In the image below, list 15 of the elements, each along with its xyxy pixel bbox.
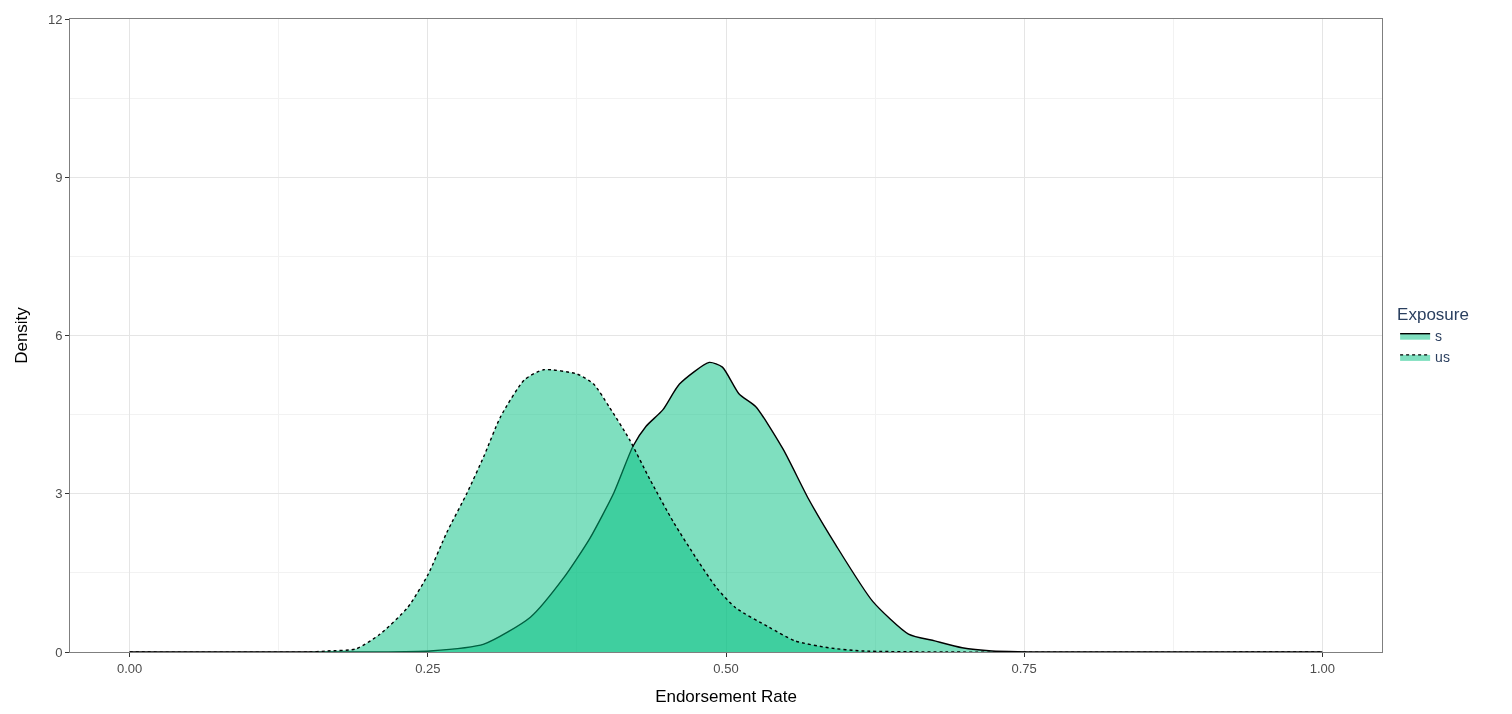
legend-label: us bbox=[1435, 349, 1450, 366]
y-tick-label: 9 bbox=[55, 169, 63, 185]
y-tick-label: 3 bbox=[55, 486, 63, 502]
y-tick-label: 0 bbox=[55, 644, 63, 660]
x-axis-title: Endorsement Rate bbox=[655, 687, 797, 706]
legend-title: Exposure bbox=[1397, 305, 1469, 325]
legend-label: s bbox=[1435, 328, 1443, 345]
y-tick-label: 12 bbox=[47, 11, 63, 27]
x-tick-label: 1.00 bbox=[1309, 660, 1336, 676]
x-tick-label: 0.25 bbox=[415, 660, 441, 676]
x-tick-label: 0.00 bbox=[116, 660, 143, 676]
x-tick-label: 0.75 bbox=[1011, 660, 1037, 676]
x-tick-label: 0.50 bbox=[713, 660, 739, 676]
y-axis-title: Density bbox=[12, 306, 32, 364]
y-tick-label: 6 bbox=[55, 328, 63, 344]
